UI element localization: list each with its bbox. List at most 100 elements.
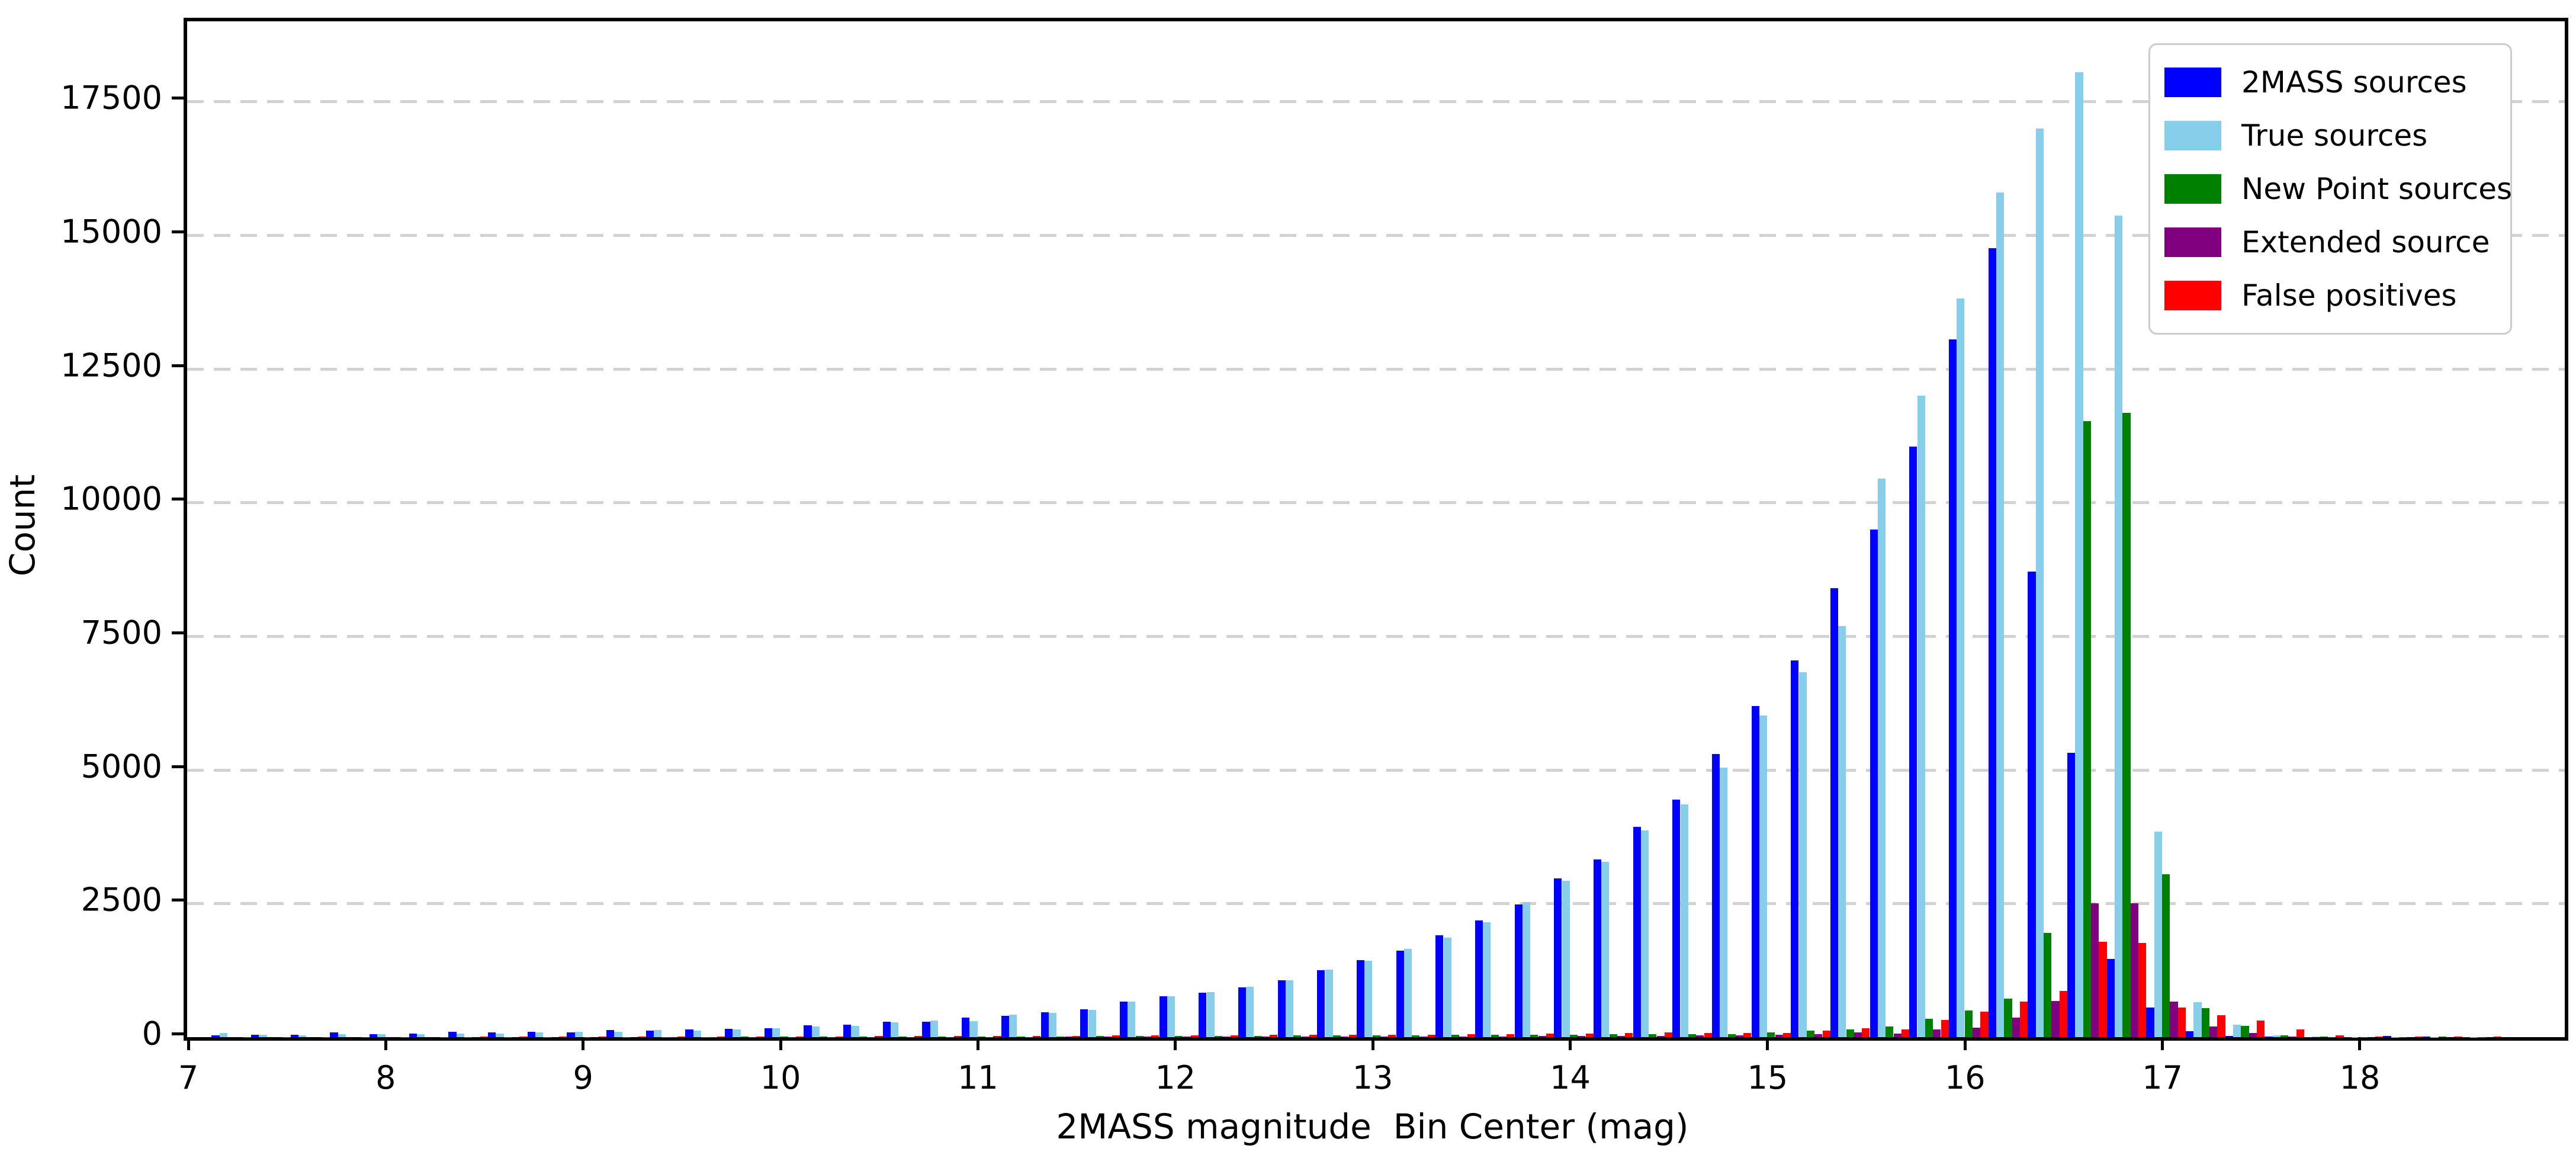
bar-extended-source-14.2	[1617, 1035, 1626, 1037]
bar-extended-source-15	[1775, 1034, 1783, 1037]
bar-extended-source-16	[1972, 1027, 1981, 1037]
bar-new-point-sources-11.8	[1135, 1036, 1144, 1037]
bar-false-positives-13.2	[1427, 1034, 1436, 1037]
bar-false-positives-11.2	[1033, 1035, 1041, 1037]
bar-false-positives-10.4	[875, 1036, 883, 1037]
bar-2mass-sources-11.8	[1119, 1002, 1128, 1037]
x-tick-label-8: 8	[375, 1059, 396, 1096]
bar-extended-source-14.8	[1735, 1035, 1744, 1037]
bar-false-positives-13.8	[1546, 1034, 1554, 1037]
bar-false-positives-13.4	[1467, 1034, 1475, 1037]
bar-false-positives-11.6	[1112, 1035, 1120, 1037]
bar-true-sources-15.2	[1798, 672, 1807, 1037]
bar-2mass-sources-15.4	[1830, 588, 1839, 1037]
x-tick-mark-15	[1766, 1037, 1769, 1050]
bar-true-sources-15.8	[1917, 395, 1925, 1037]
bar-2mass-sources-18.6	[2462, 1037, 2470, 1038]
bar-true-sources-11.6	[1088, 1010, 1096, 1037]
bar-true-sources-18	[2352, 1037, 2359, 1038]
x-tick-mark-12	[1174, 1037, 1177, 1050]
bar-new-point-sources-8.8	[543, 1037, 551, 1038]
bar-new-point-sources-13.2	[1412, 1035, 1420, 1037]
bar-true-sources-18.2	[2391, 1037, 2399, 1038]
bar-new-point-sources-8.4	[464, 1037, 472, 1038]
bar-new-point-sources-15.8	[1925, 1019, 1933, 1037]
x-tick-mark-10	[779, 1037, 782, 1050]
bar-true-sources-9.6	[693, 1030, 701, 1037]
bar-2mass-sources-9.4	[645, 1031, 654, 1037]
bar-true-sources-18.6	[2470, 1037, 2478, 1038]
bar-extended-source-13.8	[1538, 1036, 1546, 1037]
bar-false-positives-14.2	[1625, 1032, 1633, 1037]
bar-false-positives-15.6	[1901, 1029, 1910, 1037]
bar-extended-source-10.6	[907, 1037, 914, 1038]
bar-false-positives-7.4	[282, 1037, 290, 1038]
x-tick-label-12: 12	[1155, 1059, 1196, 1096]
legend-item-2mass-sources: 2MASS sources	[2164, 56, 2496, 109]
bar-2mass-sources-13.8	[1514, 904, 1523, 1037]
bar-new-point-sources-14	[1569, 1034, 1578, 1037]
bar-2mass-sources-7.4	[251, 1034, 259, 1037]
bar-new-point-sources-9.2	[622, 1037, 630, 1038]
bar-extended-source-17.2	[2209, 1026, 2218, 1037]
bar-new-point-sources-12.8	[1332, 1035, 1341, 1037]
legend-item-true-sources: True sources	[2164, 109, 2496, 162]
bar-2mass-sources-17.8	[2304, 1037, 2312, 1038]
bar-false-positives-10.8	[953, 1036, 962, 1037]
bar-new-point-sources-15	[1767, 1032, 1775, 1037]
bar-2mass-sources-16.6	[2067, 752, 2076, 1037]
bar-true-sources-9.2	[614, 1032, 622, 1037]
bar-true-sources-14	[1562, 880, 1570, 1037]
bar-2mass-sources-17.4	[2225, 1036, 2233, 1037]
bar-true-sources-7.6	[298, 1035, 307, 1037]
bar-extended-source-11	[985, 1037, 993, 1038]
bar-new-point-sources-18.2	[2399, 1037, 2407, 1038]
bar-true-sources-16.4	[2035, 128, 2044, 1037]
bar-new-point-sources-14.8	[1727, 1034, 1736, 1037]
bar-extended-source-17.8	[2328, 1037, 2336, 1038]
bar-new-point-sources-8.6	[504, 1037, 512, 1038]
bar-2mass-sources-15.2	[1791, 660, 1799, 1037]
bar-2mass-sources-18	[2344, 1037, 2352, 1038]
y-tick-mark-7500	[172, 631, 184, 635]
bar-new-point-sources-16.6	[2083, 421, 2091, 1037]
bar-2mass-sources-11.2	[1001, 1016, 1010, 1037]
y-tick-mark-5000	[172, 765, 184, 768]
bar-extended-source-9.4	[670, 1037, 677, 1038]
bar-2mass-sources-16	[1948, 339, 1957, 1037]
x-tick-mark-16	[1963, 1037, 1967, 1050]
bar-2mass-sources-13.6	[1475, 920, 1483, 1037]
bar-2mass-sources-11	[962, 1017, 970, 1037]
bar-true-sources-17.6	[2272, 1035, 2281, 1037]
y-tick-label-5000: 5000	[81, 747, 162, 785]
bar-false-positives-10.6	[914, 1036, 923, 1037]
gridline-y-5000	[187, 768, 2565, 772]
bar-true-sources-14.2	[1601, 861, 1610, 1037]
bar-new-point-sources-16.4	[2043, 933, 2052, 1037]
legend-label: New Point sources	[2241, 172, 2513, 206]
bar-true-sources-17	[2154, 832, 2162, 1037]
bar-2mass-sources-8.6	[488, 1032, 496, 1037]
bar-new-point-sources-16.2	[2004, 999, 2012, 1037]
bar-false-positives-16	[1980, 1011, 1989, 1037]
bar-2mass-sources-10.4	[843, 1025, 852, 1037]
bar-2mass-sources-9.2	[606, 1030, 615, 1037]
bar-2mass-sources-8.4	[448, 1031, 457, 1037]
bar-true-sources-11.8	[1128, 1002, 1136, 1037]
bar-true-sources-15.4	[1838, 625, 1846, 1037]
bar-extended-source-10.4	[867, 1037, 875, 1038]
bar-extended-source-16.8	[2130, 903, 2138, 1037]
bar-true-sources-15.6	[1877, 478, 1886, 1037]
x-tick-mark-18	[2358, 1037, 2362, 1050]
bar-true-sources-13	[1364, 961, 1373, 1037]
bar-new-point-sources-12.6	[1293, 1035, 1302, 1037]
x-tick-label-11: 11	[958, 1059, 998, 1096]
bar-2mass-sources-8	[370, 1034, 378, 1037]
bar-extended-source-17.4	[2249, 1033, 2257, 1037]
bar-true-sources-16.2	[1996, 192, 2005, 1037]
legend-swatch-icon	[2164, 174, 2221, 204]
x-tick-mark-7	[187, 1037, 190, 1050]
bar-new-point-sources-13.4	[1451, 1035, 1460, 1037]
y-tick-mark-17500	[172, 97, 184, 100]
bar-false-positives-7.6	[322, 1037, 330, 1038]
